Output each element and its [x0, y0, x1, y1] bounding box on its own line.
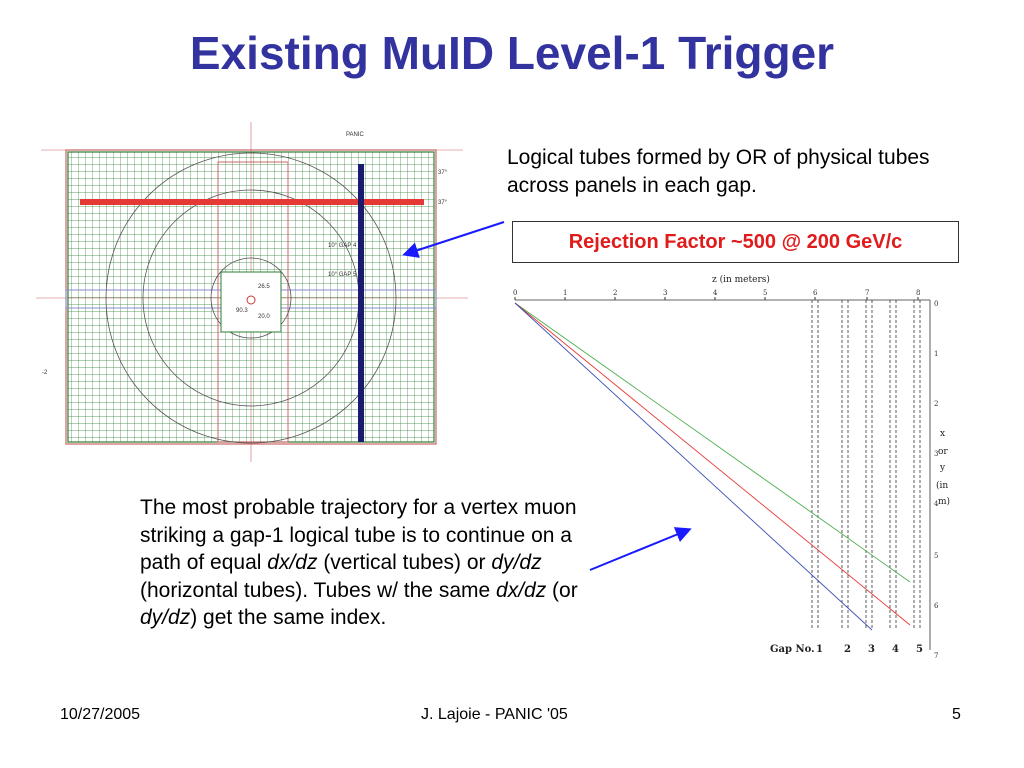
z-tick-4: 4	[713, 289, 718, 297]
gap-number-5: 5	[916, 644, 923, 655]
xy-label-in: (in	[936, 480, 948, 491]
xy-label-y: y	[939, 463, 946, 473]
logical-tubes-callout: Logical tubes formed by OR of physical t…	[507, 146, 930, 197]
body-part-3: (horizontal tubes). Tubes w/ the same	[140, 578, 497, 602]
xy-tick-7: 7	[934, 652, 938, 660]
xy-tick-2: 2	[934, 400, 938, 408]
z-tick-5: 5	[763, 289, 767, 297]
trajectory-explanation: The most probable trajectory for a verte…	[140, 494, 580, 632]
gap-number-1: 1	[816, 644, 823, 655]
footer-author: J. Lajoie - PANIC '05	[421, 706, 568, 723]
body-part-2: (vertical tubes) or	[317, 551, 492, 574]
dim-label-3: 20.0	[258, 314, 270, 320]
arrow-to-tracks	[589, 527, 692, 571]
xy-tick-5: 5	[934, 552, 938, 560]
body-part-4: (or	[546, 578, 578, 602]
panel-label: PANIC	[346, 132, 365, 138]
xy-tick-4: 4	[934, 500, 939, 508]
z-tick-2: 2	[613, 289, 617, 297]
xy-tick-6: 6	[934, 602, 939, 610]
z-tick-6: 6	[813, 289, 818, 297]
xy-tick-3: 3	[934, 450, 938, 458]
z-axis-label: z (in meters)	[712, 274, 770, 285]
gap-columns	[811, 300, 921, 630]
z-tick-3: 3	[663, 289, 667, 297]
body-part-dydz-2: dy/dz	[140, 606, 191, 629]
gap-number-2: 2	[844, 644, 851, 655]
trajectory-diagram: z (in meters) 0 1 2 3 4 5 6 7 8 0 1 2 3 …	[513, 274, 950, 660]
xy-tick-1: 1	[934, 350, 938, 358]
body-part-dxdz-2: dx/dz	[496, 578, 547, 602]
angle-label-2: 37°	[438, 200, 448, 206]
footer-page-number: 5	[952, 706, 961, 723]
body-part-dydz-1: dy/dz	[491, 551, 542, 574]
z-tick-1: 1	[563, 289, 567, 297]
xy-label-x: x	[940, 429, 945, 439]
slide-title: Existing MuID Level-1 Trigger	[189, 27, 835, 79]
dim-label-2: 90.3	[236, 308, 248, 314]
dim-label-1: 26.5	[258, 284, 270, 290]
body-part-5: ) get the same index.	[190, 606, 387, 629]
gap-number-4: 4	[892, 644, 899, 655]
arrow-to-panel	[402, 221, 505, 258]
gap4-label: 10° GAP 4	[328, 243, 357, 249]
rejection-factor-box: Rejection Factor ~500 @ 200 GeV/c	[512, 221, 959, 263]
z-tick-0: 0	[513, 289, 517, 297]
z-tick-8: 8	[916, 289, 920, 297]
muid-panel-diagram: PANIC 37° 37° 10° GAP 4 10° GAP 5 26.5 9…	[36, 122, 468, 462]
angle-label-1: 37°	[438, 170, 448, 176]
gap5-label: 10° GAP 5	[328, 272, 357, 278]
xy-label-or: or	[938, 447, 948, 457]
footer-date: 10/27/2005	[60, 706, 141, 723]
xy-tick-0: 0	[934, 300, 938, 308]
gap-row-label: Gap No.	[770, 644, 815, 655]
body-part-dxdz-1: dx/dz	[267, 551, 318, 574]
track-red	[514, 302, 911, 626]
xy-label-m: m)	[938, 496, 950, 507]
gap-number-3: 3	[868, 644, 875, 655]
body-part-1: The most probable trajectory for a verte…	[140, 496, 577, 574]
z-tick-7: 7	[865, 289, 869, 297]
track-blue	[514, 302, 873, 631]
track-green	[514, 302, 911, 583]
edge-label: -2	[42, 370, 48, 376]
